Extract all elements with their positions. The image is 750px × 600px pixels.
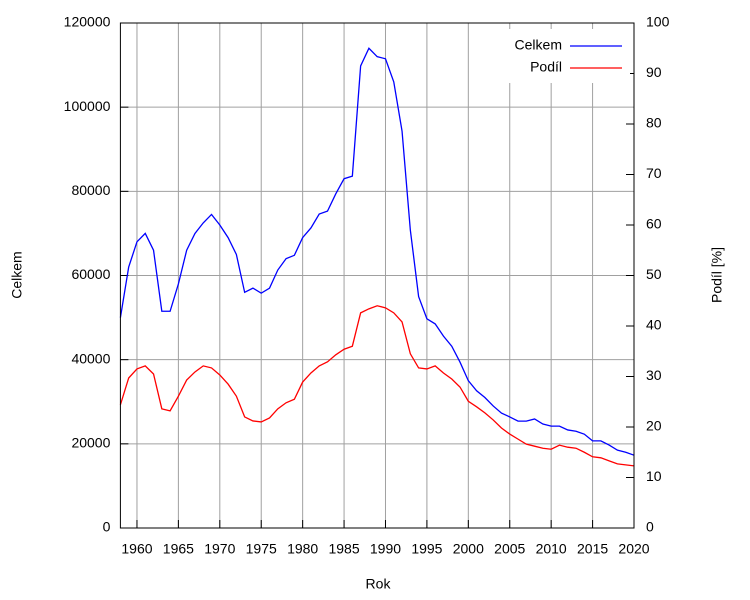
y-tick-label: 80000	[71, 182, 110, 198]
x-tick-label: 1980	[287, 541, 318, 557]
x-tick-label: 2010	[536, 541, 567, 557]
y-tick-label: 120000	[64, 14, 111, 30]
y2-tick-label: 70	[646, 165, 662, 181]
x-tick-label: 2000	[453, 541, 484, 557]
x-tick-label: 1990	[370, 541, 401, 557]
y-tick-label: 20000	[71, 435, 110, 451]
x-tick-label: 1965	[163, 541, 194, 557]
series-line	[119, 305, 635, 467]
legend-label: Celkem	[515, 37, 562, 53]
y2-tick-label: 30	[646, 367, 662, 383]
legend-label: Podíl	[530, 59, 562, 75]
x-tick-label: 2020	[618, 541, 649, 557]
x-axis-label: Rok	[366, 576, 392, 592]
x-tick-label: 1960	[121, 541, 152, 557]
legend-box	[494, 29, 630, 83]
y2-tick-label: 100	[646, 14, 670, 30]
plot-frame	[119, 22, 635, 529]
y2-tick-label: 10	[646, 468, 662, 484]
x-tick-label: 1995	[411, 541, 442, 557]
y2-tick-label: 40	[646, 317, 662, 333]
y-tick-label: 100000	[64, 98, 111, 114]
y2-tick-label: 80	[646, 115, 662, 131]
y-axis-label: Celkem	[9, 251, 25, 298]
y-tick-label: 40000	[71, 350, 110, 366]
series-line	[119, 47, 635, 456]
y2-axis-label: Podíl [%]	[709, 247, 725, 303]
y-tick-label: 60000	[71, 266, 110, 282]
y2-tick-label: 90	[646, 64, 662, 80]
x-tick-label: 2005	[494, 541, 525, 557]
x-tick-label: 1975	[246, 541, 277, 557]
y2-tick-label: 60	[646, 216, 662, 232]
y2-tick-label: 50	[646, 266, 662, 282]
y2-tick-label: 0	[646, 519, 654, 535]
x-tick-label: 1985	[328, 541, 359, 557]
x-tick-label: 1970	[204, 541, 235, 557]
y2-tick-label: 20	[646, 418, 662, 434]
y-tick-label: 0	[103, 519, 111, 535]
x-tick-label: 2015	[577, 541, 608, 557]
